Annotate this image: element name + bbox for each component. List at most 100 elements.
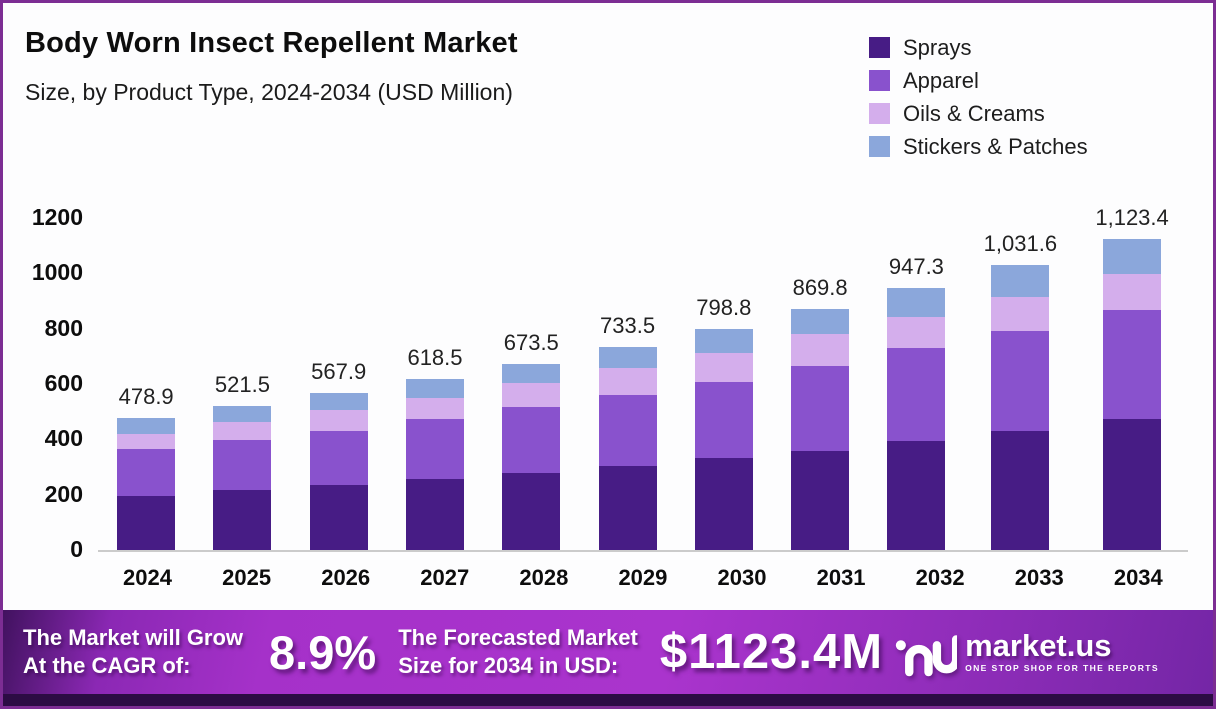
cagr-label-line1: The Market will Grow xyxy=(23,625,244,650)
bar-stack-2034 xyxy=(1103,239,1162,550)
bar-stack-2031 xyxy=(791,309,850,550)
y-tick-200: 200 xyxy=(44,480,83,507)
bar-2024-apparel xyxy=(117,449,176,496)
bar-stack-2025 xyxy=(213,405,272,550)
forecast-label: The Forecasted Market Size for 2034 in U… xyxy=(398,624,638,680)
bar-2026-apparel xyxy=(309,430,368,486)
bar-2028-apparel xyxy=(502,406,561,473)
cagr-label: The Market will Grow At the CAGR of: xyxy=(23,624,243,680)
logo-text-block: market.us ONE STOP SHOP FOR THE REPORTS xyxy=(965,630,1159,673)
bar-2034-stickers-patches xyxy=(1103,239,1162,274)
y-tick-1200: 1200 xyxy=(31,204,83,230)
bar-total-label-2031: 869.8 xyxy=(792,275,848,301)
page-subtitle: Size, by Product Type, 2024-2034 (USD Mi… xyxy=(25,79,513,105)
legend-swatch xyxy=(869,136,890,157)
x-label-2033: 2033 xyxy=(1014,565,1064,590)
bar-2033-stickers-patches xyxy=(991,264,1050,298)
bar-2031-apparel xyxy=(791,366,850,451)
bar-2027-sprays xyxy=(405,479,464,550)
bar-column-2033: 1,031.6 xyxy=(984,218,1057,550)
bar-stack-2032 xyxy=(887,287,946,550)
legend-item-apparel: Apparel xyxy=(869,64,1088,97)
forecast-label-line2: Size for 2034 in USD: xyxy=(398,653,619,678)
bar-2024-stickers-patches xyxy=(117,417,176,435)
bar-2027-oils-creams xyxy=(405,398,464,419)
x-label-2032: 2032 xyxy=(915,565,965,590)
bar-2030-stickers-patches xyxy=(694,329,753,354)
bar-stack-2029 xyxy=(598,347,657,550)
legend-label: Oils & Creams xyxy=(903,100,1045,126)
cagr-value: 8.9% xyxy=(269,625,377,679)
bar-2033-apparel xyxy=(991,330,1050,432)
bar-stack-2024 xyxy=(117,417,176,550)
x-label-2034: 2034 xyxy=(1113,565,1163,590)
bar-2032-apparel xyxy=(887,348,946,441)
y-tick-600: 600 xyxy=(44,370,83,396)
bar-2024-oils-creams xyxy=(117,434,176,450)
x-label-2027: 2027 xyxy=(420,565,470,590)
cagr-label-line2: At the CAGR of: xyxy=(23,653,191,678)
bar-column-2028: 673.5 xyxy=(502,218,561,550)
bar-2029-sprays xyxy=(598,465,657,550)
bar-stack-2028 xyxy=(502,363,561,550)
x-axis-labels: 2024 2025 2026 2027 2028 2029 2030 2031 2032 2033… xyxy=(98,565,1188,591)
legend-label: Stickers & Patches xyxy=(903,133,1088,159)
bar-2026-oils-creams xyxy=(309,410,368,431)
bar-2030-oils-creams xyxy=(694,353,753,383)
x-label-2028: 2028 xyxy=(519,565,569,590)
bar-column-2029: 733.5 xyxy=(598,218,657,550)
y-tick-800: 800 xyxy=(44,314,83,341)
bar-2031-oils-creams xyxy=(791,334,850,367)
bar-column-2031: 869.8 xyxy=(791,218,850,550)
stacked-bar-plot: 478.9 521.5 567.9 618.5 673.5 733.5 798.8 869.8… xyxy=(98,205,1188,552)
bar-total-label-2033: 1,031.6 xyxy=(983,230,1058,256)
bar-2032-stickers-patches xyxy=(887,287,946,318)
bar-2025-sprays xyxy=(213,490,272,550)
bar-2029-oils-creams xyxy=(598,367,657,396)
banner-gradient: The Market will Grow At the CAGR of: 8.9… xyxy=(3,610,1213,694)
bar-total-label-2034: 1,123.4 xyxy=(1095,205,1169,231)
bar-stack-2030 xyxy=(694,329,753,550)
bar-stack-2026 xyxy=(309,392,368,550)
bar-2032-sprays xyxy=(887,441,946,550)
marketus-logo-mark xyxy=(895,635,958,677)
bar-2024-sprays xyxy=(117,495,176,550)
x-label-2029: 2029 xyxy=(618,565,668,590)
bar-2031-sprays xyxy=(791,450,850,550)
banner-bottom-strip xyxy=(3,694,1213,706)
bar-2029-stickers-patches xyxy=(598,347,657,368)
bar-total-label-2027: 618.5 xyxy=(407,344,463,370)
x-label-2024: 2024 xyxy=(123,565,172,590)
bar-stack-2033 xyxy=(991,264,1050,550)
bar-total-label-2026: 567.9 xyxy=(311,358,367,384)
bar-total-label-2029: 733.5 xyxy=(600,313,656,339)
x-label-2030: 2030 xyxy=(717,565,767,590)
bar-total-label-2028: 673.5 xyxy=(503,329,559,355)
bar-column-2024: 478.9 xyxy=(117,218,176,550)
bar-2032-oils-creams xyxy=(887,317,946,349)
bar-2025-apparel xyxy=(213,439,272,491)
bar-2034-sprays xyxy=(1103,419,1162,550)
bar-2027-apparel xyxy=(405,418,464,480)
bar-total-label-2024: 478.9 xyxy=(118,383,174,409)
legend-item-oils-creams: Oils & Creams xyxy=(869,97,1088,130)
legend-label: Sprays xyxy=(903,34,972,60)
bar-2025-stickers-patches xyxy=(213,405,272,423)
bar-column-2025: 521.5 xyxy=(213,218,272,550)
bar-total-label-2030: 798.8 xyxy=(696,295,752,321)
y-tick-0: 0 xyxy=(70,536,83,562)
bar-2028-oils-creams xyxy=(502,383,561,407)
bar-column-2032: 947.3 xyxy=(887,218,946,550)
legend-item-sprays: Sprays xyxy=(869,31,1088,64)
bar-2026-sprays xyxy=(309,485,368,550)
legend-swatch xyxy=(869,37,890,58)
bar-2028-stickers-patches xyxy=(502,363,561,384)
bar-2030-sprays xyxy=(694,458,753,550)
bar-column-2034: 1,123.4 xyxy=(1095,205,1169,550)
bar-2031-stickers-patches xyxy=(791,309,850,335)
bar-2030-apparel xyxy=(694,382,753,459)
legend-label: Apparel xyxy=(903,67,979,93)
x-label-2025: 2025 xyxy=(222,565,272,590)
bar-column-2027: 618.5 xyxy=(405,218,464,550)
